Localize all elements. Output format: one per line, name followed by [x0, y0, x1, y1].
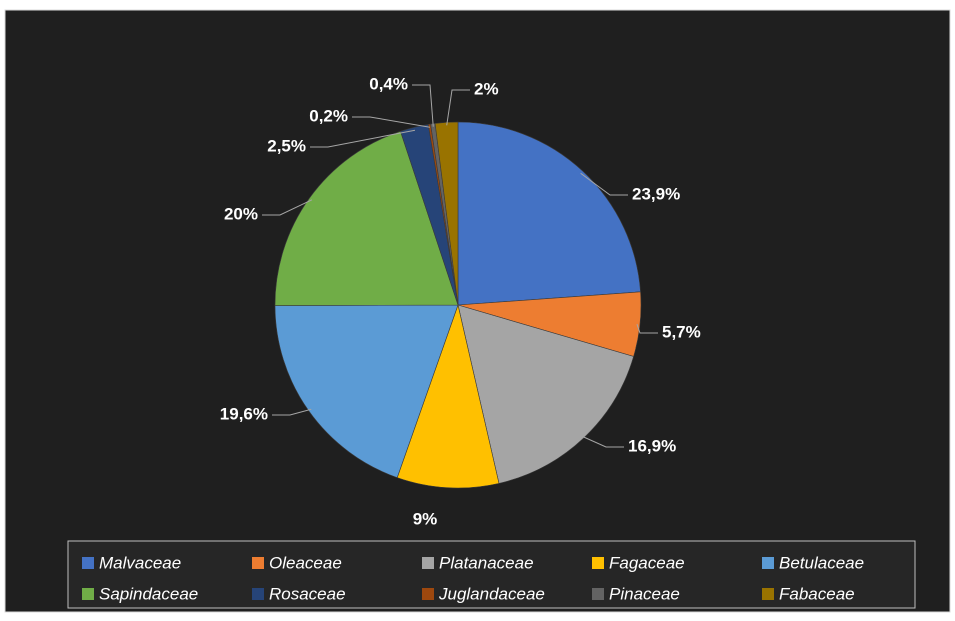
legend-swatch [252, 588, 264, 600]
legend-label: Platanaceae [439, 553, 534, 572]
leader-line [262, 199, 313, 216]
pie-slice [396, 303, 500, 489]
legend-swatch [422, 557, 434, 569]
data-label: 16,9% [628, 436, 676, 455]
legend-label: Pinaceae [609, 584, 680, 603]
legend-swatch [762, 588, 774, 600]
legend-label: Betulaceae [779, 553, 864, 572]
leader-line [412, 84, 434, 127]
legend-swatch [82, 557, 94, 569]
data-label: 19,6% [220, 404, 268, 423]
data-label: 0,4% [369, 74, 408, 93]
legend-swatch [592, 557, 604, 569]
legend-label: Fabaceae [779, 584, 855, 603]
pie-slice [457, 121, 641, 306]
pie-slice [274, 130, 459, 306]
data-label: 9% [413, 509, 438, 528]
legend-swatch [82, 588, 94, 600]
pie-slice [434, 121, 459, 306]
data-label: 2,5% [267, 136, 306, 155]
leader-line [581, 435, 624, 448]
leader-line [580, 172, 628, 196]
data-label: 20% [224, 204, 258, 223]
legend-label: Fagaceae [609, 553, 685, 572]
leader-line [272, 408, 312, 416]
legend-swatch [252, 557, 264, 569]
legend-swatch [762, 557, 774, 569]
leader-line [310, 129, 416, 148]
legend-label: Malvaceae [99, 553, 181, 572]
legend-label: Oleaceae [269, 553, 342, 572]
leader-line [446, 89, 470, 126]
legend-label: Rosaceae [269, 584, 346, 603]
data-label: 5,7% [662, 322, 701, 341]
legend-swatch [592, 588, 604, 600]
legend-label: Sapindaceae [99, 584, 198, 603]
data-label: 0,2% [309, 106, 348, 125]
leader-line [636, 323, 658, 334]
leader-line [352, 116, 430, 128]
legend-label: Juglandaceae [438, 584, 545, 603]
data-label: 23,9% [632, 184, 680, 203]
legend-swatch [422, 588, 434, 600]
data-label: 2% [474, 79, 499, 98]
pie-slice [457, 304, 634, 484]
pie-slice [274, 304, 459, 478]
